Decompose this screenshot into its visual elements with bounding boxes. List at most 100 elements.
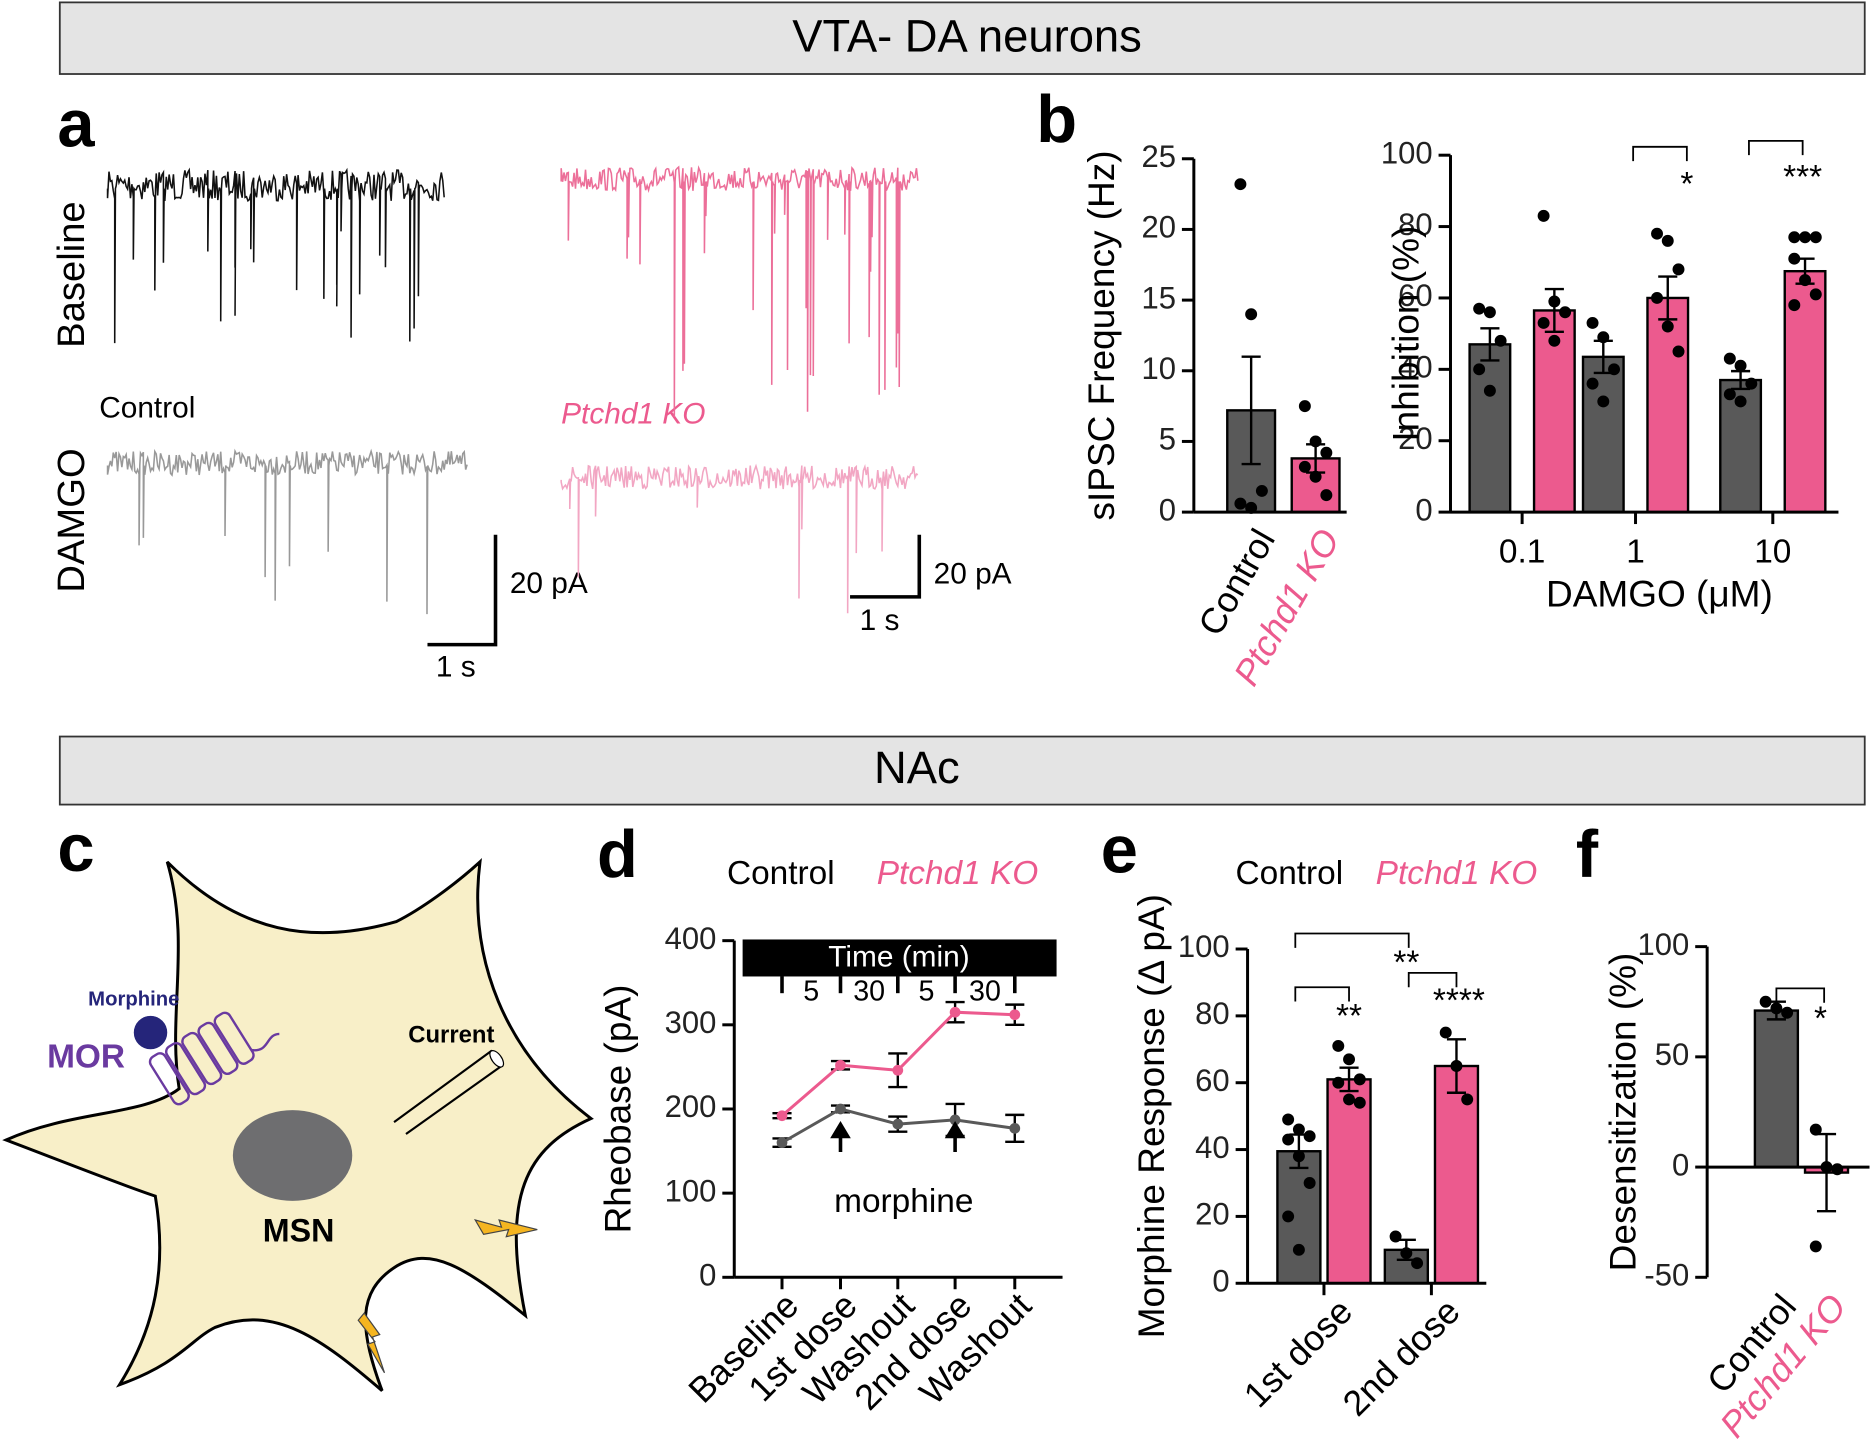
- marker: [776, 1110, 788, 1122]
- trace: [560, 463, 919, 614]
- error-bar: [1658, 275, 1678, 321]
- data-point: [1234, 497, 1247, 510]
- pipette-tip: [489, 1050, 505, 1068]
- marker: [776, 1137, 788, 1149]
- significance: **: [1393, 944, 1419, 981]
- y-tick-label: 400: [665, 921, 717, 956]
- marker: [835, 1059, 846, 1071]
- data-point: [1303, 1130, 1316, 1143]
- data-point: [1608, 363, 1621, 376]
- y-tick-label: 0: [699, 1257, 716, 1292]
- scale-label: 1 s: [860, 604, 900, 637]
- data-point: [1400, 1247, 1413, 1260]
- data-point: [1343, 1053, 1356, 1066]
- data-point: [1661, 234, 1674, 247]
- data-point: [1309, 435, 1322, 448]
- y-tick-label: 20: [1141, 210, 1176, 245]
- annotation: morphine: [834, 1183, 973, 1220]
- significance: *: [1814, 1000, 1827, 1037]
- y-tick-label: 0: [1415, 492, 1432, 527]
- time-bar-label: Time (min): [828, 940, 969, 973]
- x-tick-label: 10: [1754, 534, 1791, 571]
- data-point: [1282, 1113, 1295, 1126]
- diagram-label: MOR: [47, 1039, 125, 1076]
- significance: ****: [1433, 983, 1485, 1020]
- y-tick-label: 100: [1381, 135, 1433, 170]
- data-point: [1537, 316, 1550, 329]
- data-point: [1672, 345, 1685, 358]
- y-tick-label: 100: [1178, 929, 1230, 964]
- data-point: [1292, 1150, 1305, 1163]
- data-point: [1292, 1243, 1305, 1256]
- y-tick-label: -50: [1644, 1257, 1689, 1292]
- data-point: [1332, 1076, 1345, 1089]
- data-point: [1343, 1093, 1356, 1106]
- data-point: [1651, 227, 1663, 240]
- panel-letter: b: [1036, 82, 1077, 157]
- data-point: [1282, 1210, 1295, 1223]
- y-tick-label: 40: [1398, 350, 1433, 385]
- y-tick-label: 0: [1672, 1147, 1689, 1182]
- data-point: [1597, 331, 1610, 344]
- error-bar: [1339, 1066, 1359, 1093]
- panel-letter: a: [57, 87, 95, 162]
- time-interval: 5: [803, 976, 819, 1008]
- data-point: [1586, 316, 1599, 329]
- data-point: [1389, 1230, 1402, 1243]
- y-tick-label: 300: [665, 1005, 717, 1040]
- lightning: [357, 1312, 386, 1374]
- trace: [106, 448, 468, 615]
- bar: [1753, 1009, 1800, 1169]
- data-point: [1282, 1133, 1295, 1146]
- data-point: [1292, 1123, 1305, 1136]
- y-tick-label: 40: [1195, 1130, 1230, 1165]
- y-axis-label: sIPSC Frequency (Hz): [1081, 150, 1122, 520]
- cell-diagram: [2, 858, 594, 1392]
- data-point: [1548, 334, 1561, 347]
- data-point: [1332, 1039, 1345, 1052]
- panel-letter: f: [1576, 817, 1599, 892]
- data-point: [1586, 377, 1599, 390]
- legend-entry: Control: [727, 855, 835, 892]
- data-point: [1723, 352, 1736, 365]
- legend-entry: Control: [1235, 855, 1343, 892]
- data-point: [1353, 1073, 1366, 1086]
- bracket: [1294, 932, 1410, 948]
- y-tick-label: 80: [1195, 996, 1230, 1031]
- section-banner: [58, 1, 1866, 75]
- trace: [106, 167, 445, 344]
- row-label: Baseline: [50, 201, 93, 348]
- data-point: [1537, 209, 1550, 222]
- data-point: [1548, 295, 1561, 308]
- bracket: [1748, 139, 1804, 156]
- data-point: [1303, 1177, 1316, 1189]
- data-point: [1788, 299, 1801, 312]
- scale-label: 1 s: [436, 650, 476, 683]
- morphine-ligand: [133, 1015, 168, 1050]
- legend-entry: Ptchd1 KO: [1376, 855, 1538, 892]
- y-tick-label: 20: [1195, 1197, 1230, 1232]
- time-interval: 30: [853, 976, 885, 1008]
- data-point: [1473, 363, 1486, 376]
- data-point: [1483, 384, 1496, 397]
- arrow: [944, 1121, 966, 1152]
- section-title: VTA- DA neurons: [792, 10, 1142, 61]
- bracket: [1407, 971, 1458, 988]
- data-point: [1234, 178, 1247, 191]
- data-point: [1745, 377, 1758, 390]
- data-point: [1320, 446, 1333, 459]
- diagram-label: Morphine: [88, 989, 179, 1011]
- bar: [1783, 269, 1827, 514]
- bracket: [1294, 986, 1350, 1002]
- x-axis-label: DAMGO (μM): [1546, 574, 1773, 615]
- data-point: [1439, 1026, 1452, 1039]
- scale-bar: [427, 534, 498, 647]
- y-axis-label: Rheobase (pA): [598, 985, 639, 1234]
- panel-letter: c: [57, 811, 94, 886]
- y-tick-label: 100: [665, 1173, 717, 1208]
- data-point: [1461, 1093, 1474, 1106]
- data-point: [1473, 302, 1486, 315]
- group-label: Ptchd1 KO: [561, 397, 705, 430]
- data-point: [1788, 231, 1801, 244]
- time-interval: 5: [918, 976, 934, 1008]
